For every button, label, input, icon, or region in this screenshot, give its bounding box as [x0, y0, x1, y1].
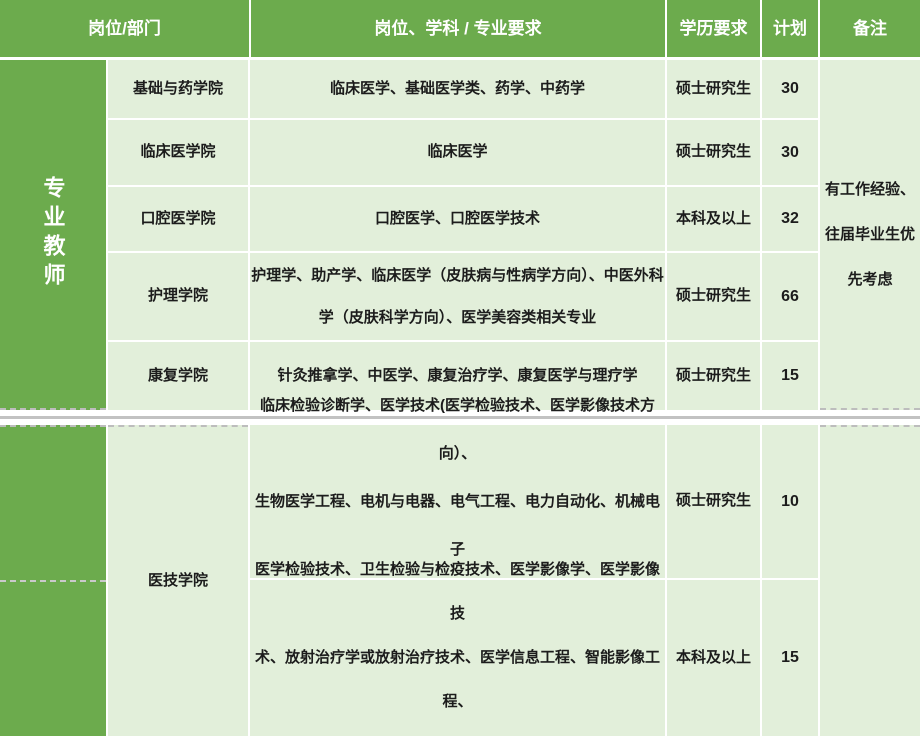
- req-cell: 针灸推拿学、中医学、康复治疗学、康复医学与理疗学: [250, 342, 665, 410]
- edu-cell: 硕士研究生: [667, 60, 760, 118]
- edu-cell: 本科及以上: [667, 187, 760, 251]
- dept-cell: 口腔医学院: [108, 187, 248, 251]
- edu-cell: 硕士研究生: [667, 253, 760, 340]
- edu-cell: 硕士研究生: [667, 425, 760, 578]
- req-cell: 临床检验诊断学、医学技术(医学检验技术、医学影像技术方向）、 生物医学工程、电机…: [250, 397, 665, 606]
- dept-cell: 基础与药学院: [108, 60, 248, 118]
- req-cell: 护理学、助产学、临床医学（皮肤病与性病学方向）、中医外科 学（皮肤科学方向）、医…: [250, 253, 665, 340]
- plan-cell: 30: [762, 120, 818, 185]
- group-label-cell: 专业教师: [0, 60, 106, 410]
- group-label-cell-continued: [0, 425, 106, 736]
- edu-cell: 硕士研究生: [667, 120, 760, 185]
- header-col-note: 备注: [820, 0, 920, 57]
- dept-cell: 医技学院: [108, 425, 248, 736]
- plan-cell: 32: [762, 187, 818, 251]
- dept-cell: 护理学院: [108, 253, 248, 340]
- dept-cell: 临床医学院: [108, 120, 248, 185]
- plan-cell: 30: [762, 60, 818, 118]
- req-cell: 医学检验技术、卫生检验与检疫技术、医学影像学、医学影像技 术、放射治疗学或放射治…: [250, 561, 665, 736]
- req-cell: 口腔医学、口腔医学技术: [250, 187, 665, 251]
- req-cell: 临床医学、基础医学类、药学、中药学: [250, 60, 665, 118]
- dept-cell: 康复学院: [108, 342, 248, 410]
- plan-cell: 15: [762, 580, 818, 736]
- edu-cell: 本科及以上: [667, 580, 760, 736]
- plan-cell: 66: [762, 253, 818, 340]
- page-break-dash: [0, 580, 106, 582]
- note-cell: [820, 425, 920, 736]
- edu-cell: 硕士研究生: [667, 342, 760, 410]
- section-divider: [0, 416, 920, 419]
- header-col-dept: 岗位/部门: [0, 0, 249, 57]
- plan-cell: 10: [762, 425, 818, 578]
- header-col-requirements: 岗位、学科 / 专业要求: [251, 0, 665, 57]
- plan-cell: 15: [762, 342, 818, 410]
- note-cell: 有工作经验、往届毕业生优先考虑: [820, 60, 920, 410]
- header-col-plan: 计划: [762, 0, 818, 57]
- req-cell: 临床医学: [250, 120, 665, 185]
- header-col-education: 学历要求: [667, 0, 760, 57]
- group-label: 专业教师: [40, 176, 66, 292]
